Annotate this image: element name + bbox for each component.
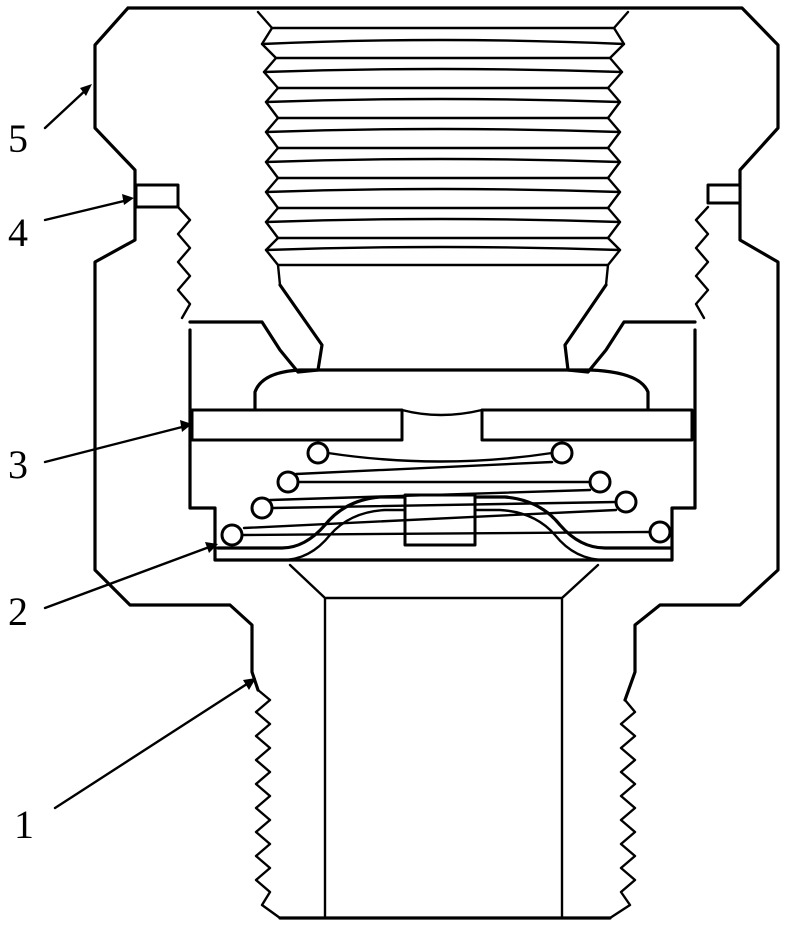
seal-ring-right: [706, 183, 742, 205]
upper-bore-neck: [188, 283, 697, 374]
side-thread-right: [694, 205, 710, 320]
upper-thread-crests: [260, 26, 626, 267]
valve-cap: [253, 368, 650, 412]
lower-thread-right: [608, 698, 637, 920]
disc-right: [480, 408, 694, 442]
spring-wires: [240, 451, 652, 537]
inner-cavity: [188, 328, 697, 562]
spring-coils: [220, 441, 672, 547]
housing-outline: [93, 6, 780, 702]
callout-4: 4: [8, 210, 28, 255]
disc-bridge: [400, 408, 484, 417]
leader-lines: [43, 84, 256, 810]
callout-2: 2: [8, 589, 28, 634]
lower-thread-left: [254, 688, 282, 920]
seal-ring-left: [134, 183, 180, 209]
lower-bore: [288, 563, 600, 920]
upper-thread-left: [256, 10, 282, 287]
callout-1: 1: [14, 802, 34, 847]
callout-5: 5: [8, 116, 28, 161]
upper-thread-right: [604, 10, 630, 287]
disc-left: [190, 408, 404, 442]
callout-3: 3: [8, 442, 28, 487]
side-thread-left: [176, 205, 192, 320]
